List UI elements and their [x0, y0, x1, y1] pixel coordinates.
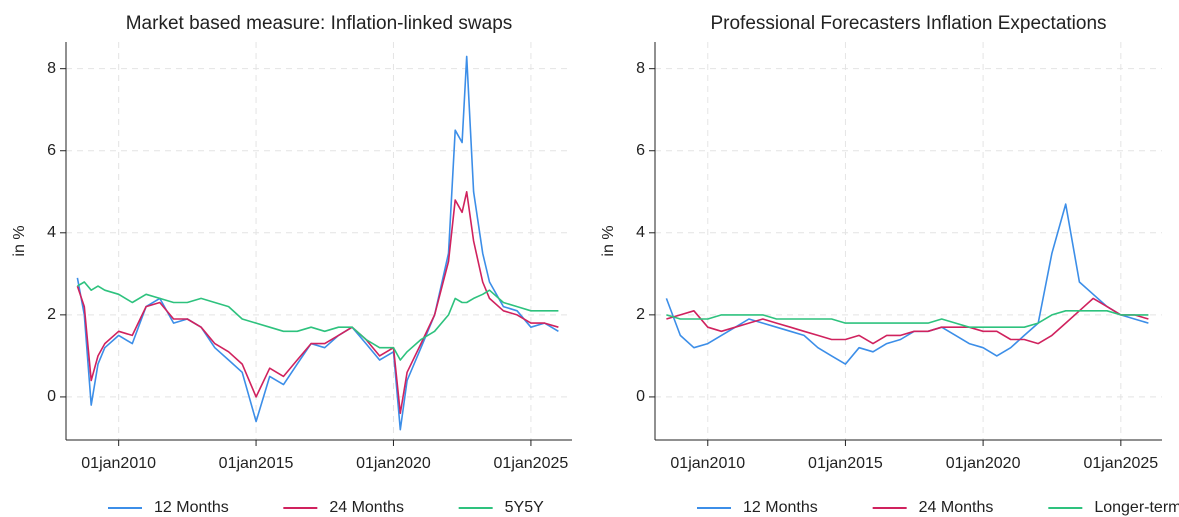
- y-axis-label: in %: [600, 225, 617, 256]
- y-tick-label: 0: [47, 388, 56, 405]
- legend-label: 5Y5Y: [505, 499, 544, 516]
- legend-label: 12 Months: [154, 499, 229, 516]
- x-tick-label: 01jan2025: [1083, 455, 1158, 472]
- legend-label: 24 Months: [329, 499, 404, 516]
- series-line: [666, 310, 1149, 328]
- x-tick-label: 01jan2020: [356, 455, 431, 472]
- chart-title: Market based measure: Inflation-linked s…: [126, 13, 513, 34]
- series-line: [76, 281, 559, 361]
- y-tick-label: 2: [636, 306, 645, 323]
- x-tick-label: 01jan2025: [494, 455, 569, 472]
- legend-label: 12 Months: [743, 499, 818, 516]
- y-tick-label: 2: [47, 306, 56, 323]
- series-line: [76, 191, 559, 415]
- series-line: [665, 203, 1149, 365]
- y-tick-label: 0: [636, 388, 645, 405]
- x-tick-label: 01jan2010: [670, 455, 745, 472]
- legend-label: 24 Months: [919, 499, 994, 516]
- y-tick-label: 4: [636, 224, 645, 241]
- x-tick-label: 01jan2015: [219, 455, 294, 472]
- y-tick-label: 8: [47, 60, 56, 77]
- y-tick-label: 8: [636, 60, 645, 77]
- y-tick-label: 4: [47, 224, 56, 241]
- x-tick-label: 01jan2015: [808, 455, 883, 472]
- x-tick-label: 01jan2020: [946, 455, 1021, 472]
- series-line: [666, 297, 1149, 345]
- legend-label: Longer-term: [1094, 499, 1179, 516]
- series-line: [76, 55, 559, 431]
- chart-title: Professional Forecasters Inflation Expec…: [710, 13, 1106, 34]
- y-axis-label: in %: [11, 225, 28, 256]
- y-tick-label: 6: [636, 142, 645, 159]
- x-tick-label: 01jan2010: [81, 455, 156, 472]
- y-tick-label: 6: [47, 142, 56, 159]
